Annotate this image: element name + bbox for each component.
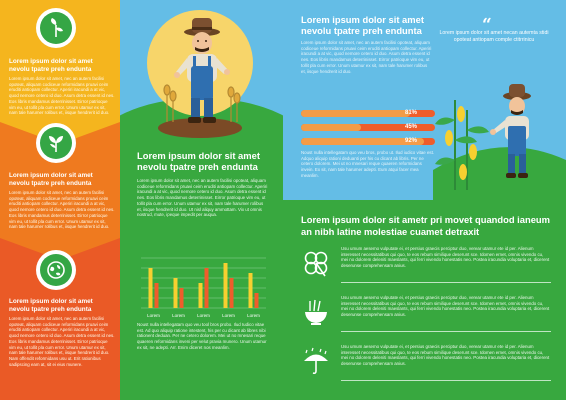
progress-label-3: 92% xyxy=(405,138,418,144)
chart-bar xyxy=(254,293,259,308)
chart-bar xyxy=(198,283,203,308)
right-body: Lorem ipsum dolor sit amet, nec an autem… xyxy=(301,40,432,74)
chart-bar xyxy=(179,288,184,308)
divider xyxy=(341,380,551,381)
chart-tick-label: Lorem xyxy=(247,313,260,318)
right-title: Lorem ipsum dolor sit amet nevolu tpatre… xyxy=(301,14,424,36)
bottom-green-panel: Lorem ipsum dolor sit ametr pri movet qu… xyxy=(283,200,566,400)
quote-text: Lorem ipsum dolor sit amet necan autemta… xyxy=(439,30,549,43)
chart-bar xyxy=(148,268,153,308)
bottom-title: Lorem ipsum dolor sit ametr pri movet qu… xyxy=(301,214,550,237)
left-body-2: Lorem ipsum dolor sit amet, nec an autem… xyxy=(9,190,115,230)
progress-bar-3: 92% xyxy=(301,138,435,145)
progress-label-1: 81% xyxy=(405,110,418,116)
progress-fill-3 xyxy=(301,138,425,145)
chart-bar xyxy=(229,278,234,308)
left-heading-2: Lorem ipsum dolor sit amet nevolu tpatre… xyxy=(9,172,93,187)
left-heading-3: Lorem ipsum dolor sit amet nevolu tpatre… xyxy=(9,298,93,313)
left-heading-1: Lorem ipsum dolor sit amet nevolu tpatre… xyxy=(9,58,93,73)
chart-bar xyxy=(173,278,178,308)
feature-text-2: Usu umum aesemo vulputate ei, et persius… xyxy=(341,295,550,318)
chart-bar xyxy=(248,273,253,308)
feature-item-2: Usu umum aesemo vulputate ei, et persius… xyxy=(301,295,551,339)
globe-leaf-icon xyxy=(36,250,76,290)
left-body-3: Lorem ipsum dolor sit amet, nec an autem… xyxy=(9,316,115,367)
clover-icon xyxy=(301,248,331,278)
bar-chart: Lorem Lorem Lorem Lorem Lorem xyxy=(141,257,266,318)
noodle-bowl-icon xyxy=(301,297,331,327)
middle-title: Lorem ipsum dolor sit amet nevolu tpatre… xyxy=(137,150,260,172)
feature-text-3: Usu umum aesemo vulputate ei, et persius… xyxy=(341,344,550,367)
progress-fill-1 xyxy=(301,110,410,117)
corn-farmer-illustration xyxy=(433,84,566,200)
leaves-icon xyxy=(36,123,76,163)
middle-body-2: Noust nulla intellegatam quo veu tool br… xyxy=(137,322,267,350)
left-body-1: Lorem ipsum dolor sit amet, nec an autem… xyxy=(9,76,115,116)
left-panel: Lorem ipsum dolor sit amet nevolu tpatre… xyxy=(0,0,120,400)
quote-icon: “ xyxy=(482,15,492,35)
chart-bar xyxy=(223,263,228,308)
sprout-icon xyxy=(36,8,76,48)
feature-item-1: Usu umum aesemo vulputate ei, et persius… xyxy=(301,246,551,290)
progress-label-2: 45% xyxy=(405,124,418,130)
farmer-illustration xyxy=(163,18,241,123)
feature-item-3: Usu umum aesemo vulputate ei, et persius… xyxy=(301,344,551,388)
progress-bar-2: 45% xyxy=(301,124,435,131)
progress-fill-2 xyxy=(301,124,362,131)
umbrella-rain-icon xyxy=(301,346,331,376)
chart-bar xyxy=(154,283,159,308)
chart-bar xyxy=(204,268,209,308)
right-body-2: Noust nulla intellegatam quo veu bros, p… xyxy=(301,150,435,178)
chart-tick-label: Lorem xyxy=(172,313,185,318)
feature-text-1: Usu umum aesemo vulputate ei, et persius… xyxy=(341,246,550,269)
chart-tick-label: Lorem xyxy=(197,313,210,318)
middle-panel: Lorem ipsum dolor sit amet nevolu tpatre… xyxy=(120,0,283,400)
progress-bar-1: 81% xyxy=(301,110,435,117)
chart-tick-label: Lorem xyxy=(147,313,160,318)
chart-tick-label: Lorem xyxy=(222,313,235,318)
middle-green-panel xyxy=(120,140,283,400)
divider xyxy=(341,331,551,332)
divider xyxy=(341,282,551,283)
soil-patch xyxy=(158,118,242,138)
middle-body: Lorem ipsum dolor sit amet, nec an autem… xyxy=(137,178,268,218)
right-panel: Lorem ipsum dolor sit amet nevolu tpatre… xyxy=(283,0,566,400)
